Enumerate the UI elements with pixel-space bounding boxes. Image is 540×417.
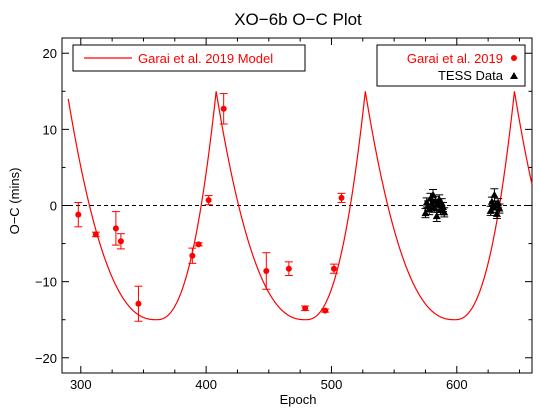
garai-data-point — [195, 241, 202, 248]
garai-data-point — [75, 211, 82, 218]
garai-data-point — [189, 252, 196, 259]
tess-data-point — [432, 212, 441, 220]
garai-data-point — [135, 300, 142, 307]
garai-data-point — [263, 267, 270, 274]
x-tick-label: 300 — [70, 377, 92, 392]
garai-data-point — [330, 265, 337, 272]
x-tick-label: 600 — [446, 377, 468, 392]
x-tick-label: 400 — [195, 377, 217, 392]
legend-model: Garai et al. 2019 Model — [72, 44, 306, 72]
garai-data-point — [302, 305, 309, 312]
legend-garai-label: Garai et al. 2019 — [407, 51, 503, 66]
tess-data-point — [490, 190, 499, 198]
legend-tess-marker — [510, 72, 518, 79]
y-tick-label: 20 — [43, 46, 57, 61]
y-tick-label: −10 — [35, 275, 57, 290]
garai-data-point — [322, 307, 329, 314]
garai-data-point — [92, 231, 99, 238]
y-axis-label: O−C (mins) — [7, 168, 22, 235]
garai-data-point — [285, 265, 292, 272]
garai-data-point — [338, 194, 345, 201]
data-points — [74, 93, 504, 322]
legend-data-box — [376, 44, 526, 87]
x-tick-label: 500 — [321, 377, 343, 392]
y-tick-label: 0 — [50, 199, 57, 214]
garai-data-point — [117, 238, 124, 245]
garai-data-point — [112, 225, 119, 232]
axis-ticks: 300 400 500 600 −20 −10 0 10 20 — [35, 38, 532, 392]
y-tick-label: −20 — [35, 351, 57, 366]
tess-data-point — [440, 208, 449, 216]
y-tick-label: 10 — [43, 122, 57, 137]
legend-data: Garai et al. 2019 TESS Data — [376, 44, 526, 87]
legend-tess-label: TESS Data — [438, 68, 504, 83]
model-curve — [67, 91, 533, 321]
garai-data-point — [205, 197, 212, 204]
chart-title: XO−6b O−C Plot — [234, 10, 362, 29]
x-axis-label: Epoch — [280, 392, 317, 407]
tess-data-point — [495, 204, 504, 212]
garai-data-point — [220, 105, 227, 112]
legend-garai-marker — [511, 55, 517, 61]
legend-model-label: Garai et al. 2019 Model — [138, 51, 273, 66]
plot-area: 300 400 500 600 −20 −10 0 10 20 — [35, 37, 533, 392]
